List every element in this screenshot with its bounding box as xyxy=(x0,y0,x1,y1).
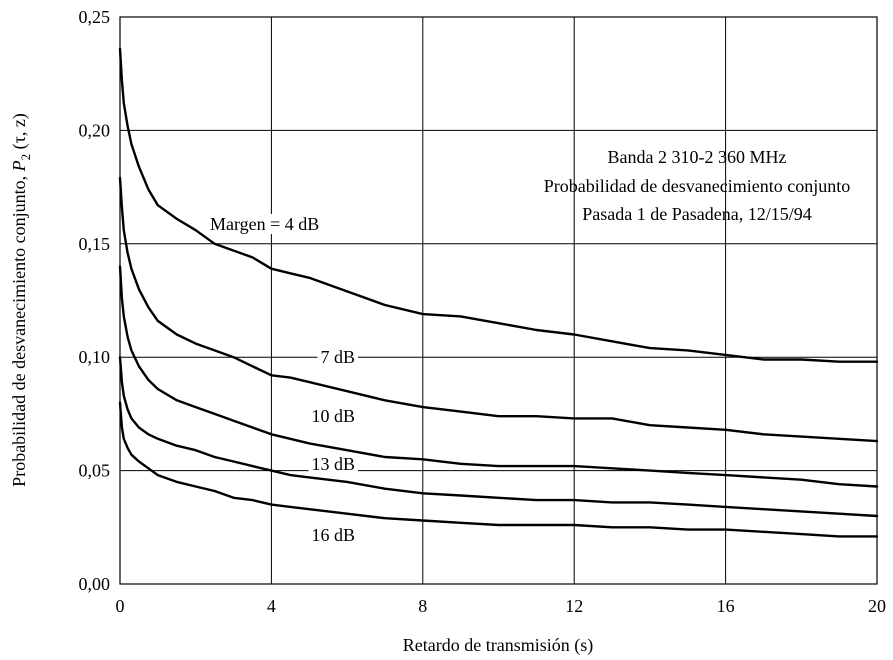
series-line-2 xyxy=(118,176,879,443)
curve-label-2: 7 dB xyxy=(320,347,355,367)
curve-label-4: 13 dB xyxy=(311,454,355,474)
series-line-4 xyxy=(118,356,879,518)
y-tick-label: 0,20 xyxy=(79,120,111,140)
annotation-line-1: Banda 2 310-2 360 MHz xyxy=(608,147,787,167)
y-axis-title-prefix: Probabilidad de desvanecimiento conjunto… xyxy=(9,171,29,486)
curve-label-3: 10 dB xyxy=(311,406,355,426)
curve-label-background xyxy=(308,406,358,426)
curve-labels: Margen = 4 dB 7 dB 10 dB 13 dB 16 dB xyxy=(207,214,358,545)
curve-label-1: Margen = 4 dB xyxy=(210,214,319,234)
y-tick-label: 0,10 xyxy=(79,347,111,367)
annotation-line-3: Pasada 1 de Pasadena, 12/15/94 xyxy=(582,204,811,224)
x-tick-label: 4 xyxy=(267,596,276,616)
y-tick-label: 0,15 xyxy=(79,234,111,254)
annotation-line-2: Probabilidad de desvanecimiento conjunto xyxy=(544,176,850,196)
plot-frame xyxy=(119,16,878,585)
x-tick-label: 12 xyxy=(565,596,583,616)
x-axis-tick-labels: 0 4 8 12 16 20 xyxy=(116,596,887,616)
y-tick-label: 0,00 xyxy=(79,574,111,594)
y-axis-title-suffix: (τ, z) xyxy=(9,113,30,154)
curve-label-background xyxy=(308,525,358,545)
y-axis-title-symbol: P xyxy=(9,160,29,172)
x-tick-label: 8 xyxy=(418,596,427,616)
x-axis-title: Retardo de transmisión (s) xyxy=(403,635,593,656)
x-tick-label: 16 xyxy=(717,596,735,616)
x-tick-label: 20 xyxy=(868,596,886,616)
y-axis-title: Probabilidad de desvanecimiento conjunto… xyxy=(9,113,33,487)
curve-label-background xyxy=(317,347,358,367)
series-line-1 xyxy=(118,47,879,363)
y-tick-label: 0,05 xyxy=(79,461,111,481)
curve-label-background xyxy=(207,214,323,234)
series-line-3 xyxy=(118,265,879,488)
series-layer xyxy=(118,47,879,538)
plot-grid xyxy=(120,17,877,584)
curve-label-background xyxy=(308,454,358,474)
y-axis-title-subscript: 2 xyxy=(18,154,33,161)
curve-label-5: 16 dB xyxy=(311,525,355,545)
series-line-5 xyxy=(118,401,879,538)
y-axis-tick-labels: 0,00 0,05 0,10 0,15 0,20 0,25 xyxy=(79,7,111,594)
x-tick-label: 0 xyxy=(116,596,125,616)
y-tick-label: 0,25 xyxy=(79,7,111,27)
